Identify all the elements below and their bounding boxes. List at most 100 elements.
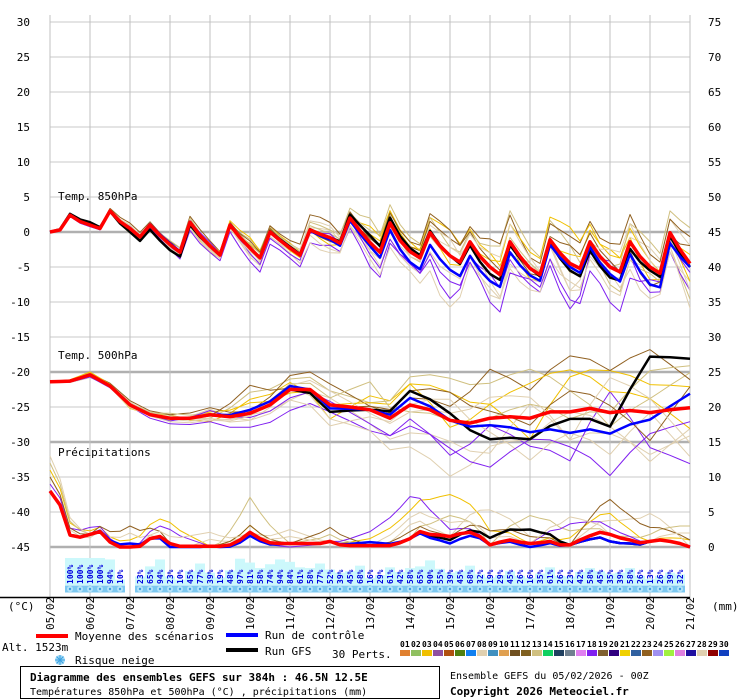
snow-risk-bar [115, 579, 125, 585]
snow-risk-bar [165, 576, 175, 585]
snow-risk-bar [435, 568, 445, 585]
pert-number: 04 [433, 640, 443, 649]
snowflake-icon [95, 585, 105, 593]
snow-risk-value: 77% [196, 569, 205, 584]
y-tick-left: -10 [10, 296, 30, 309]
snow-risk-value: 97% [236, 569, 245, 584]
x-tick-date: 12/02 [324, 597, 337, 630]
snowflake-icon [295, 585, 305, 593]
snow-risk-value: 100% [96, 565, 105, 584]
snow-risk-bar [185, 571, 195, 585]
snow-risk-bar [585, 568, 595, 585]
pert-swatch [422, 650, 432, 656]
snow-risk-value: 39% [446, 569, 455, 584]
snow-risk-bar [665, 572, 675, 585]
snow-risk-value: 90% [426, 569, 435, 584]
x-tick-date: 15/02 [444, 597, 457, 630]
snow-risk-bar [425, 560, 435, 585]
pert-number: 26 [675, 640, 685, 649]
snow-risk-value: 58% [406, 569, 415, 584]
snowflake-icon [565, 585, 575, 593]
x-tick-date: 18/02 [564, 597, 577, 630]
pert-number: 29 [708, 640, 718, 649]
snow-risk-bar [385, 567, 395, 585]
pert-number: 15 [554, 640, 564, 649]
snow-risk-bar [315, 563, 325, 585]
legend-perts-label: 30 Perts. [332, 648, 392, 661]
snow-risk-value: 45% [506, 569, 515, 584]
snow-risk-bar [675, 574, 685, 585]
snow-risk-bar [175, 579, 185, 585]
snow-risk-bar [215, 577, 225, 585]
legend-mean-swatch [36, 634, 68, 638]
chart-subtitle: Températures 850hPa et 500hPa (°C) , pré… [30, 686, 367, 698]
pert-swatch [631, 650, 641, 656]
snow-risk-value: 35% [606, 569, 615, 584]
perturbation-legend: 01 02 03 04 05 06 07 08 09 10 11 12 13 14 15 16 17 18 19 20… [400, 640, 729, 656]
snow-risk-bar [495, 575, 505, 585]
snowflake-icon [135, 585, 145, 593]
snowflake-icon [355, 585, 365, 593]
snow-risk-value: 58% [256, 569, 265, 584]
x-tick-date: 20/02 [644, 597, 657, 630]
legend: Moyenne des scénarios Run de contrôle Ru… [36, 629, 729, 667]
altitude-label: Alt. 1523m [2, 641, 69, 654]
x-tick-date: 06/02 [84, 597, 97, 630]
snow-risk-bar [275, 559, 285, 585]
pert-swatch [576, 650, 586, 656]
snow-risk-value: 42% [576, 569, 585, 584]
snowflake-icon [225, 585, 235, 593]
snowflake-icon [595, 585, 605, 593]
snowflake-icon [385, 585, 395, 593]
snow-risk-bar [75, 558, 85, 585]
y-tick-left: 0 [23, 226, 30, 239]
snow-risk-value: 77% [316, 569, 325, 584]
pert-number: 11 [510, 640, 520, 649]
snowflake-icon [585, 585, 595, 593]
snow-risk-bar [595, 571, 605, 585]
x-tick-date: 17/02 [524, 597, 537, 630]
snow-risk-bar [645, 578, 655, 585]
snow-risk-bar [245, 562, 255, 585]
snowflake-icon [275, 585, 285, 593]
snowflake-icon [675, 585, 685, 593]
snowflake-icon [665, 585, 675, 593]
snow-risk-bar [375, 575, 385, 585]
y-tick-left: 20 [17, 86, 30, 99]
pert-swatch [444, 650, 454, 656]
snow-risk-bar [485, 577, 495, 585]
snow-risk-value: 45% [456, 569, 465, 584]
snow-risk-bar [635, 575, 645, 585]
x-tick-date: 05/02 [44, 597, 57, 630]
snow-risk-value: 94% [156, 569, 165, 584]
snowflake-icon [75, 585, 85, 593]
y-tick-right: 60 [708, 121, 721, 134]
snow-risk-value: 84% [286, 569, 295, 584]
pert-swatch [653, 650, 663, 656]
snowflake-icon [395, 585, 405, 593]
pert-number: 22 [631, 640, 641, 649]
snowflake-icon [575, 585, 585, 593]
pert-swatch [400, 650, 410, 656]
snowflake-icon [105, 585, 115, 593]
snow-risk-bar [465, 565, 475, 585]
snow-risk-value: 19% [216, 569, 225, 584]
y-tick-left: -25 [10, 401, 30, 414]
snowflake-icon [205, 585, 215, 593]
snowflake-icon [235, 585, 245, 593]
snowflake-icon [645, 585, 655, 593]
pert-swatch [521, 650, 531, 656]
snow-risk-value: 81% [246, 569, 255, 584]
y-axis-ticks: 302520151050-5-10-15-20-25-30-35-40-4575… [10, 16, 721, 554]
grid [0, 15, 691, 604]
y-tick-right: 40 [708, 261, 721, 274]
y-tick-left: 10 [17, 156, 30, 169]
snow-risk-bar [405, 568, 415, 585]
snow-risk-value: 10% [176, 569, 185, 584]
pert-swatch [455, 650, 465, 656]
snow-risk-bar [265, 564, 275, 585]
pert-swatch [433, 650, 443, 656]
snowflake-icon [655, 585, 665, 593]
snowflake-icon [145, 585, 155, 593]
x-tick-date: 14/02 [404, 597, 417, 630]
